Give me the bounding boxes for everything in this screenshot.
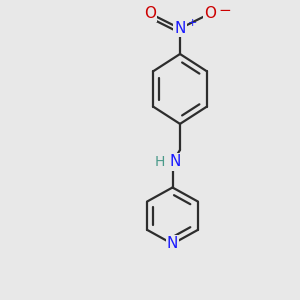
- Text: N: N: [169, 154, 181, 169]
- Text: O: O: [204, 6, 216, 21]
- Text: H: H: [155, 155, 165, 169]
- Text: +: +: [187, 18, 197, 28]
- Text: O: O: [144, 6, 156, 21]
- Text: −: −: [219, 3, 231, 18]
- Text: N: N: [174, 21, 186, 36]
- Text: N: N: [167, 236, 178, 251]
